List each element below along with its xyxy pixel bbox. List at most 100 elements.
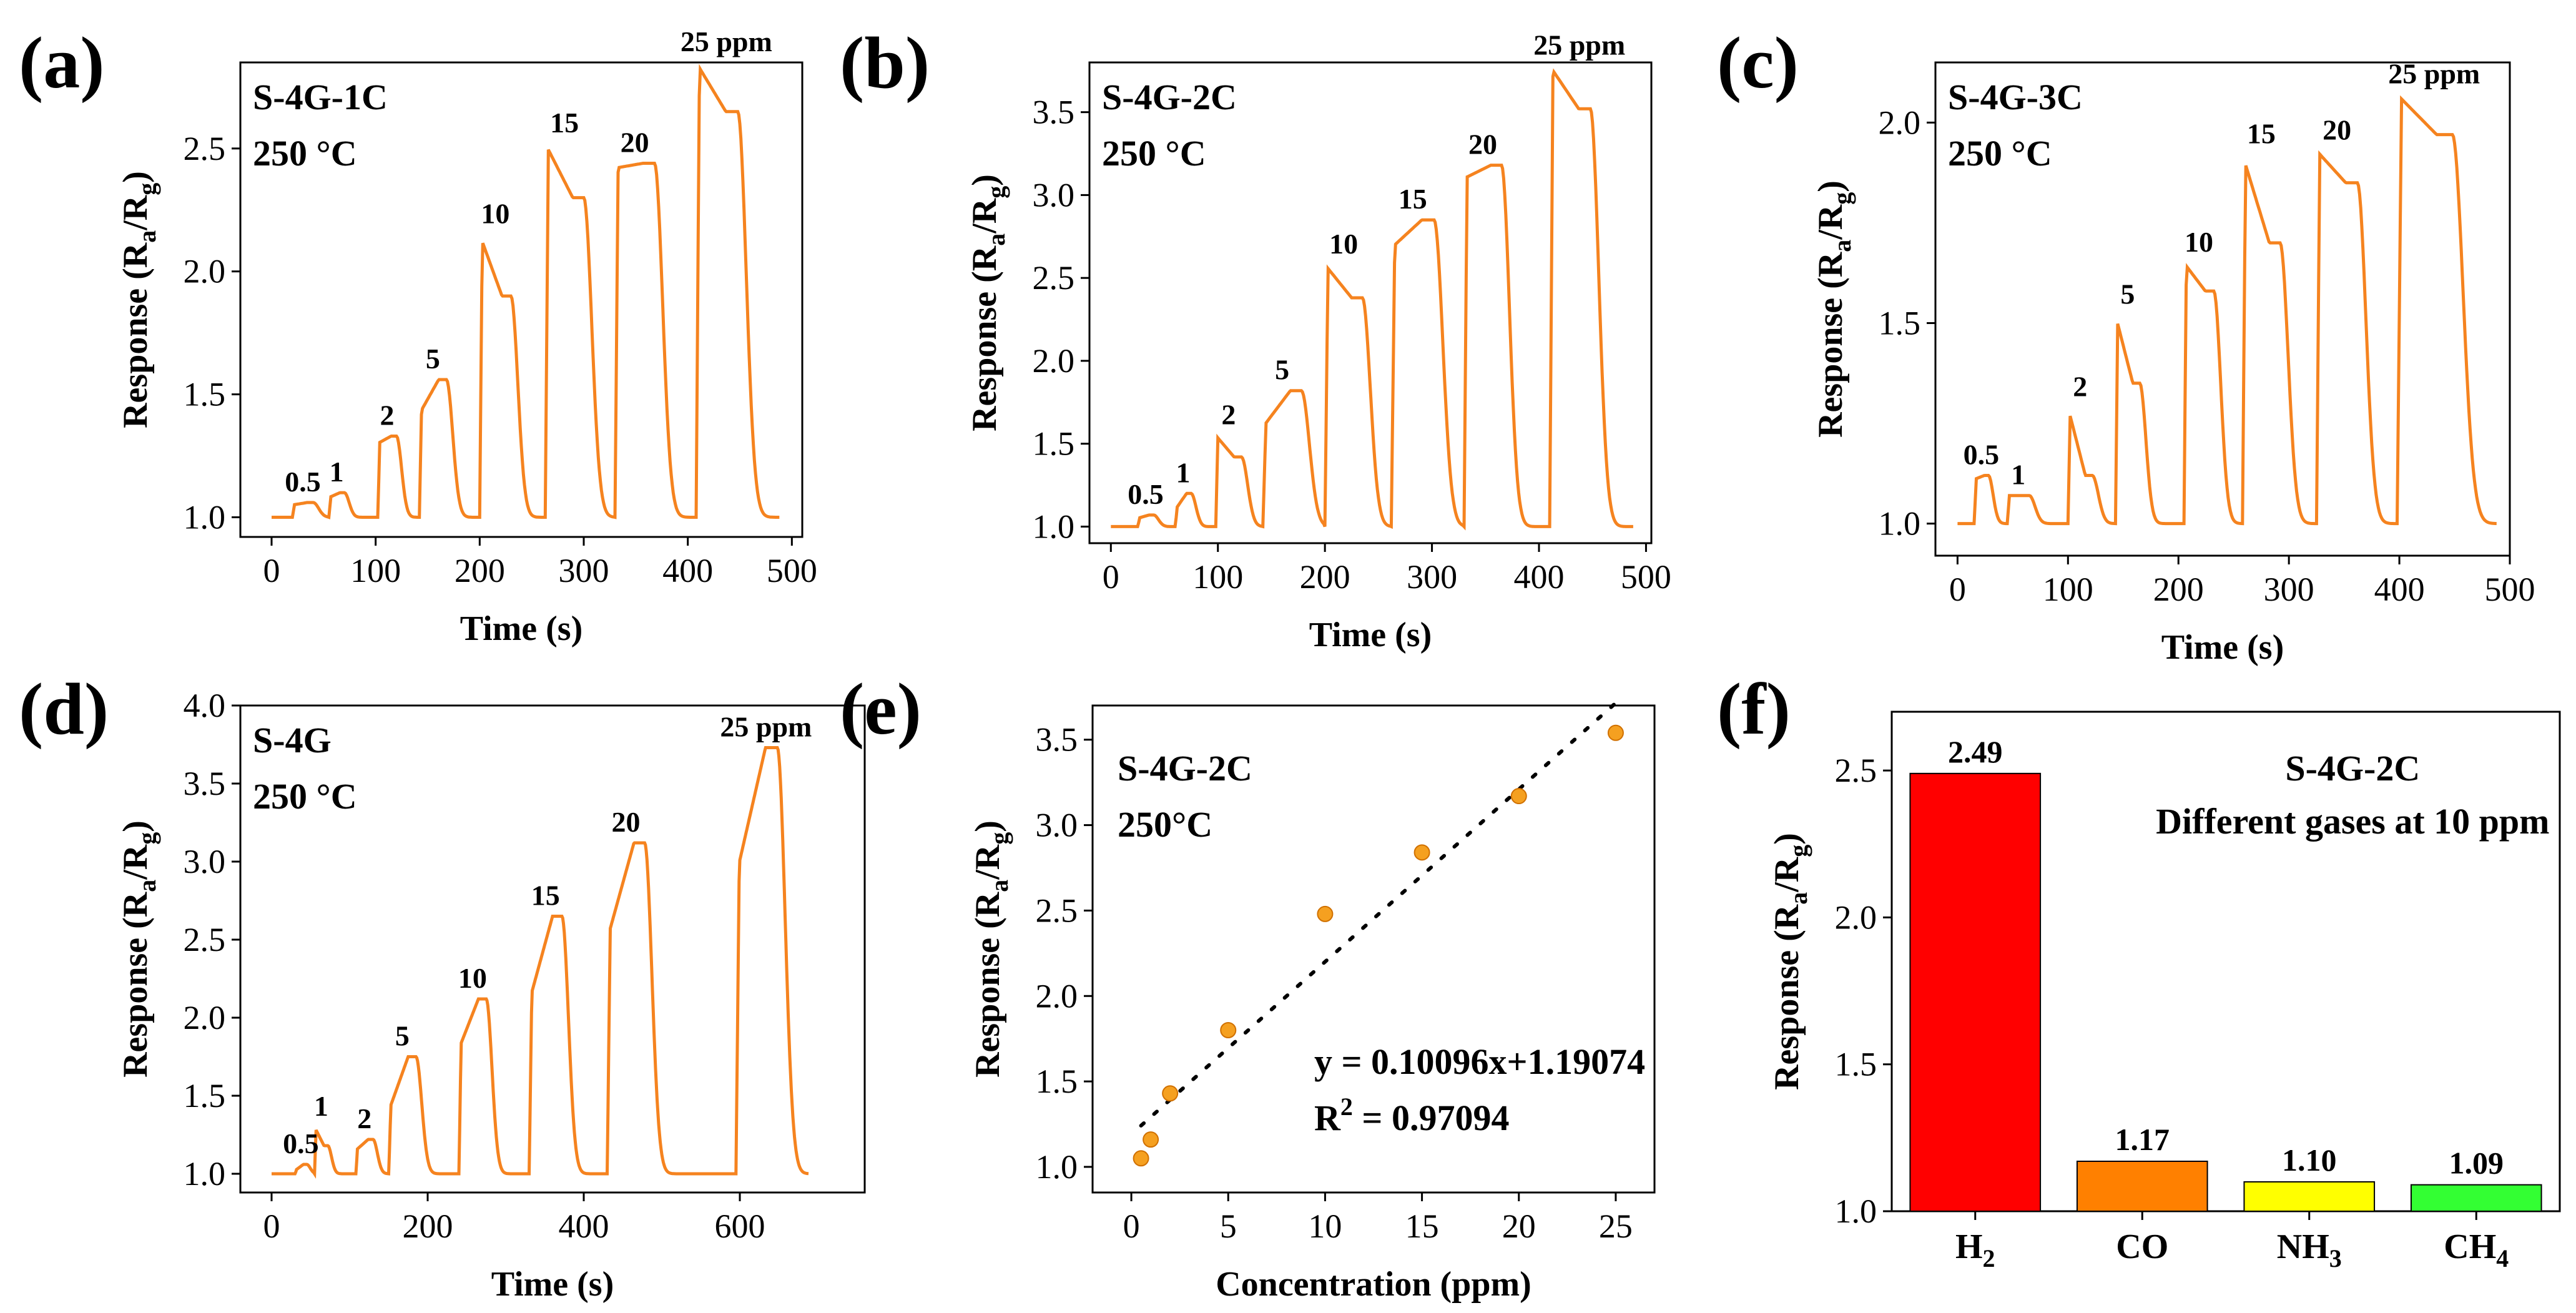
y-tick-label: 1.0 [1835, 1193, 1877, 1230]
panel-label: (f) [1717, 668, 1791, 750]
x-tick-label: 100 [2043, 571, 2093, 608]
y-tick-label: 1.0 [1036, 1148, 1078, 1186]
panel-label: (d) [19, 668, 109, 750]
bar [2076, 1161, 2208, 1212]
y-label-sub-a: a [133, 880, 161, 892]
y-label-mid: /R [116, 195, 155, 231]
data-point [1413, 844, 1430, 861]
sample-label: S-4G [253, 720, 332, 760]
y-tick-label: 2.0 [1033, 342, 1075, 380]
panel-e: (e) 1.0 1.5 2.0 2.5 3.0 3.5 0 5 10 15 20 25 Concentra… [840, 668, 1656, 1304]
y-label-end: ) [1811, 180, 1850, 192]
peak-label: 25 ppm [2388, 57, 2480, 89]
y-label-main: Response (R [965, 245, 1004, 431]
chart-title-line1: S-4G-2C [2285, 748, 2420, 789]
peak-label: 0.5 [285, 466, 321, 498]
y-tick-label: 2.5 [1835, 752, 1877, 789]
y-label-sub-g: g [985, 832, 1013, 845]
r2-superscript: 2 [1340, 1093, 1353, 1121]
panel-f: (f) 1.0 1.5 2.0 2.5 Response (Ra/Rg) 2.49 H2 1.1… [1717, 668, 2561, 1272]
category-main: NH [2277, 1227, 2329, 1266]
peak-label: 20 [612, 806, 641, 838]
peak-label: 10 [481, 198, 509, 230]
x-tick-label: 20 [1502, 1207, 1536, 1245]
y-tick-label: 2.0 [184, 253, 226, 290]
x-tick-label: 300 [1407, 558, 1457, 596]
y-tick-label: 1.5 [184, 1077, 226, 1114]
y-tick-label: 2.0 [1036, 977, 1078, 1015]
panel-a: (a) 1.0 1.5 2.0 2.5 0 100 200 300 400 500 Time (s) R… [19, 22, 817, 648]
x-tick-label: 25 [1599, 1207, 1633, 1245]
y-label-end: ) [116, 171, 155, 183]
y-label-sub-a: a [982, 234, 1010, 246]
r2-value: = 0.97094 [1353, 1098, 1510, 1138]
x-tick-label: 200 [403, 1207, 453, 1245]
x-tick-label: 500 [2485, 571, 2535, 608]
y-axis-label: Response (Ra/Rg) [1767, 833, 1812, 1090]
y-label-mid: /R [1767, 857, 1806, 893]
panel-label: (c) [1717, 22, 1799, 104]
x-tick-label: 0 [1123, 1207, 1140, 1245]
x-tick-label: 5 [1220, 1207, 1237, 1245]
data-point [1220, 1022, 1237, 1038]
x-tick-label: 200 [2153, 571, 2204, 608]
y-tick-label: 1.0 [1033, 508, 1075, 545]
y-label-sub-g: g [1828, 192, 1856, 205]
y-label-end: ) [116, 820, 155, 832]
category-label: H2 [1955, 1227, 1995, 1272]
plot-frame [239, 704, 866, 1194]
peak-label: 5 [426, 343, 440, 375]
fit-line [1139, 701, 1618, 1128]
x-tick-label: 200 [1300, 558, 1350, 596]
y-label-end: ) [1767, 833, 1806, 845]
category-main: CH [2444, 1227, 2496, 1266]
peak-label: 25 ppm [720, 711, 812, 743]
peak-label: 2 [357, 1103, 371, 1134]
peak-label: 5 [2120, 278, 2135, 310]
y-axis-label: Response (Ra/Rg) [1811, 180, 1856, 438]
y-axis-label: Response (Ra/Rg) [968, 820, 1013, 1078]
data-point [1143, 1131, 1159, 1148]
y-tick-label: 1.5 [1879, 304, 1921, 342]
y-tick-label: 1.5 [1036, 1063, 1078, 1100]
sample-label: S-4G-2C [1102, 77, 1237, 117]
y-label-mid: /R [116, 844, 155, 880]
peak-label: 25 ppm [1533, 29, 1625, 61]
y-tick-label: 1.0 [1879, 505, 1921, 543]
y-label-main: Response (R [1811, 252, 1850, 438]
peak-label: 15 [1399, 183, 1427, 215]
x-tick-label: 300 [2264, 571, 2314, 608]
x-axis-label: Time (s) [1309, 616, 1432, 654]
peak-label: 10 [1329, 228, 1358, 260]
y-label-mid: /R [968, 844, 1007, 880]
peak-label: 0.5 [1964, 439, 2000, 471]
y-label-sub-a: a [985, 880, 1013, 892]
x-tick-label: 100 [1192, 558, 1243, 596]
x-tick-label: 10 [1308, 1207, 1342, 1245]
y-label-main: Response (R [968, 892, 1007, 1078]
peak-label: 15 [2247, 118, 2276, 150]
plot-frame [1088, 61, 1653, 544]
peak-label: 1 [2011, 459, 2025, 491]
y-label-sub-a: a [1828, 240, 1856, 252]
x-tick-label: 0 [1949, 571, 1966, 608]
category-sub: 4 [2496, 1244, 2509, 1272]
x-axis-label: Time (s) [460, 609, 583, 648]
y-axis-label: Response (Ra/Rg) [116, 820, 161, 1078]
y-label-sub-g: g [982, 186, 1010, 199]
y-tick-label: 4.0 [184, 687, 226, 724]
y-tick-label: 2.0 [1835, 898, 1877, 936]
sample-label: S-4G-2C [1118, 748, 1252, 789]
y-tick-label: 2.0 [184, 999, 226, 1036]
peak-label: 5 [395, 1020, 410, 1052]
y-tick-label: 3.0 [1036, 807, 1078, 844]
y-tick-label: 1.0 [184, 1155, 226, 1193]
y-tick-label: 2.5 [1033, 259, 1075, 297]
x-tick-label: 100 [350, 552, 401, 589]
peak-label: 20 [1468, 129, 1497, 160]
peak-label: 10 [2185, 226, 2213, 258]
bar-value-label: 1.17 [2115, 1122, 2170, 1157]
y-label-main: Response (R [116, 242, 155, 428]
y-label-sub-g: g [1784, 845, 1812, 857]
